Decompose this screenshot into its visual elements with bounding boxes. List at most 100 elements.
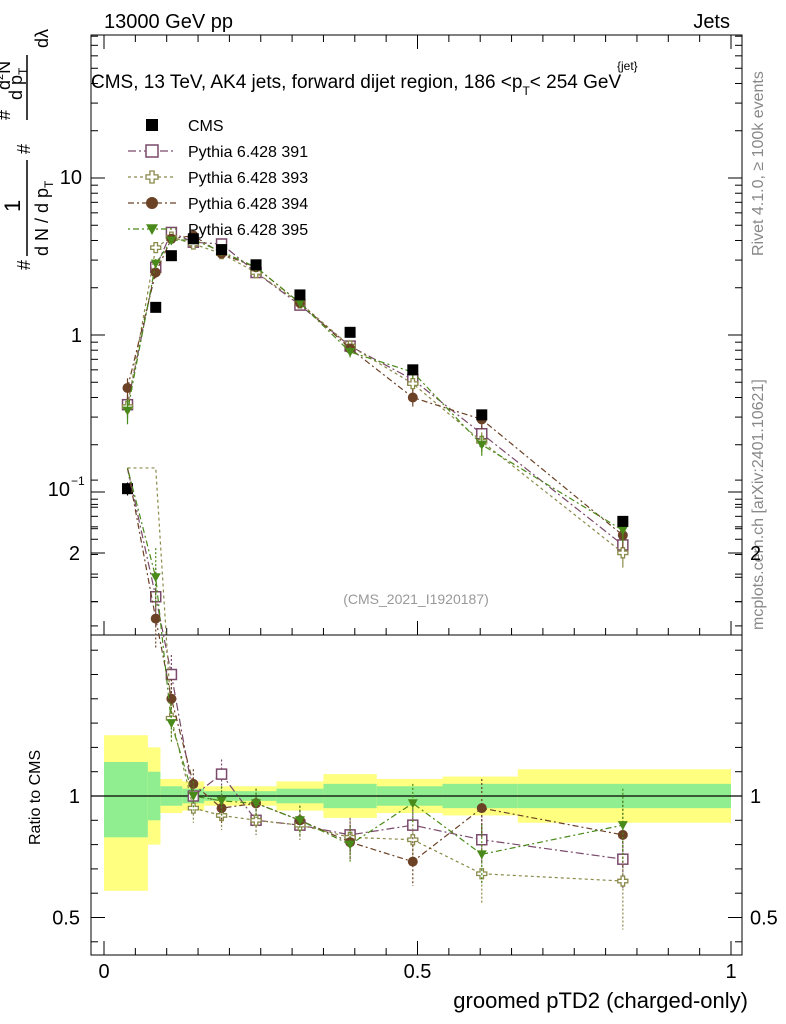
ratio-point — [407, 834, 419, 846]
ratio-point — [251, 799, 262, 809]
ratio-line — [127, 467, 623, 882]
data-point — [150, 259, 161, 269]
ratio-y-tick-label-right: 1 — [750, 786, 761, 808]
x-tick-label: 1 — [725, 961, 736, 983]
svg-text:10: 10 — [60, 167, 82, 189]
data-point — [294, 289, 306, 301]
svg-text:#: # — [14, 144, 34, 154]
data-point — [294, 298, 305, 308]
ratio-series-pythia-6-428-393 — [127, 467, 629, 930]
svg-text:{jet}: {jet} — [617, 59, 638, 73]
series-pythia-6-428-393 — [121, 231, 629, 568]
ratio-point — [150, 573, 161, 583]
data-point — [122, 406, 133, 416]
legend-label: Pythia 6.428 391 — [188, 144, 308, 161]
series-cms — [122, 233, 629, 527]
ratio-point — [216, 796, 227, 806]
data-point — [476, 409, 488, 421]
ratio-y-tick-label: 2 — [69, 543, 80, 565]
ratio-point — [150, 613, 161, 624]
ratio-point — [188, 778, 199, 789]
data-point — [122, 382, 133, 393]
ratio-y-tick-label-right: 2 — [750, 543, 761, 565]
series-line — [126, 236, 624, 554]
legend-label: Pythia 6.428 393 — [188, 170, 308, 187]
legend-label: CMS — [188, 118, 224, 135]
series-pythia-6-428-391 — [121, 226, 629, 558]
ratio-point — [476, 850, 487, 860]
ratio-series-pythia-6-428-394 — [126, 467, 628, 886]
svg-text:dλ: dλ — [32, 29, 52, 48]
ratio-point — [617, 829, 628, 840]
x-tick-label: 0 — [98, 961, 109, 983]
data-point — [122, 483, 134, 495]
data-point — [216, 244, 228, 256]
ratio-axis-ticks: 0.5 0.5 1 1 2 2 0 0.5 1 — [52, 479, 778, 983]
ratio-point — [215, 768, 228, 780]
data-point — [407, 377, 419, 390]
main-title: CMS, 13 TeV, AK4 jets, forward dijet reg… — [91, 59, 638, 98]
ratio-point — [407, 856, 418, 867]
legend-marker — [146, 197, 158, 209]
svg-text:#: # — [0, 110, 14, 120]
ratio-point — [617, 875, 629, 887]
svg-text:−1: −1 — [71, 474, 85, 488]
ratio-point — [250, 814, 262, 826]
ratio-y-tick-label: 1 — [69, 786, 80, 808]
data-point — [617, 526, 628, 536]
series-line — [126, 239, 624, 531]
side-label-top: Rivet 4.1.0, ≥ 100k events — [750, 71, 767, 256]
svg-text:d N / d pT: d N / d pT — [32, 180, 56, 256]
main-y-axis-label: # 1 d N / d pT # # d pT d2N dλ — [0, 29, 56, 270]
svg-text:1: 1 — [71, 325, 82, 347]
header-right-label: Jets — [693, 11, 730, 33]
ratio-y-tick-label: 0.5 — [52, 908, 80, 930]
ratio-series-pythia-6-428-395 — [126, 467, 628, 884]
ratio-point — [188, 792, 199, 801]
legend-marker — [146, 119, 158, 131]
ratio-point — [187, 802, 199, 814]
legend-marker — [145, 170, 159, 184]
ratio-y-tick-label-right: 0.5 — [750, 908, 778, 930]
watermark-label: (CMS_2021_I1920187) — [343, 591, 489, 607]
legend-label: Pythia 6.428 395 — [188, 222, 308, 239]
svg-text:#: # — [14, 260, 34, 270]
legend-item: Pythia 6.428 393 — [128, 170, 308, 187]
series-pythia-6-428-394 — [122, 230, 628, 548]
data-point — [476, 440, 487, 450]
x-tick-label: 0.5 — [404, 961, 432, 983]
main-axis-ticks — [91, 35, 742, 955]
data-point — [150, 301, 162, 313]
legend-marker — [146, 224, 158, 235]
ratio-point — [345, 840, 356, 850]
data-point — [150, 267, 161, 278]
main-y-tick-labels: 10 1 10 −1 — [48, 167, 85, 501]
ratio-point — [407, 799, 418, 809]
data-point — [250, 259, 262, 271]
series-pythia-6-428-395 — [122, 235, 628, 543]
svg-text:d pT: d pT — [6, 67, 30, 100]
legend-item: CMS — [146, 118, 224, 135]
side-label-bottom: mcplots.cern.ch [arXiv:2401.10621] — [750, 379, 767, 630]
legend-item: Pythia 6.428 394 — [128, 196, 308, 213]
series-line — [126, 231, 624, 546]
ratio-series-layer — [126, 467, 629, 930]
x-axis-label: groomed pTD2 (charged-only) — [453, 988, 748, 1013]
ratio-point — [617, 821, 628, 831]
data-point — [407, 364, 419, 376]
svg-text:1: 1 — [0, 200, 25, 212]
main-series-layer — [121, 226, 629, 568]
ratio-point — [476, 803, 487, 814]
data-point — [345, 347, 356, 357]
svg-text:CMS, 13 TeV, AK4 jets, forward: CMS, 13 TeV, AK4 jets, forward dijet reg… — [91, 72, 621, 98]
ratio-plot-frame — [90, 634, 743, 956]
ratio-point — [294, 816, 305, 826]
ratio-series-pythia-6-428-391 — [126, 467, 629, 889]
ratio-point — [166, 719, 177, 729]
legend-label: Pythia 6.428 394 — [188, 196, 308, 213]
header-left-label: 13000 GeV pp — [104, 11, 233, 33]
legend: CMS Pythia 6.428 391 Pythia 6.428 393 Pythi… — [128, 118, 308, 239]
legend-item: Pythia 6.428 395 — [128, 222, 308, 239]
legend-item: Pythia 6.428 391 — [128, 144, 308, 161]
